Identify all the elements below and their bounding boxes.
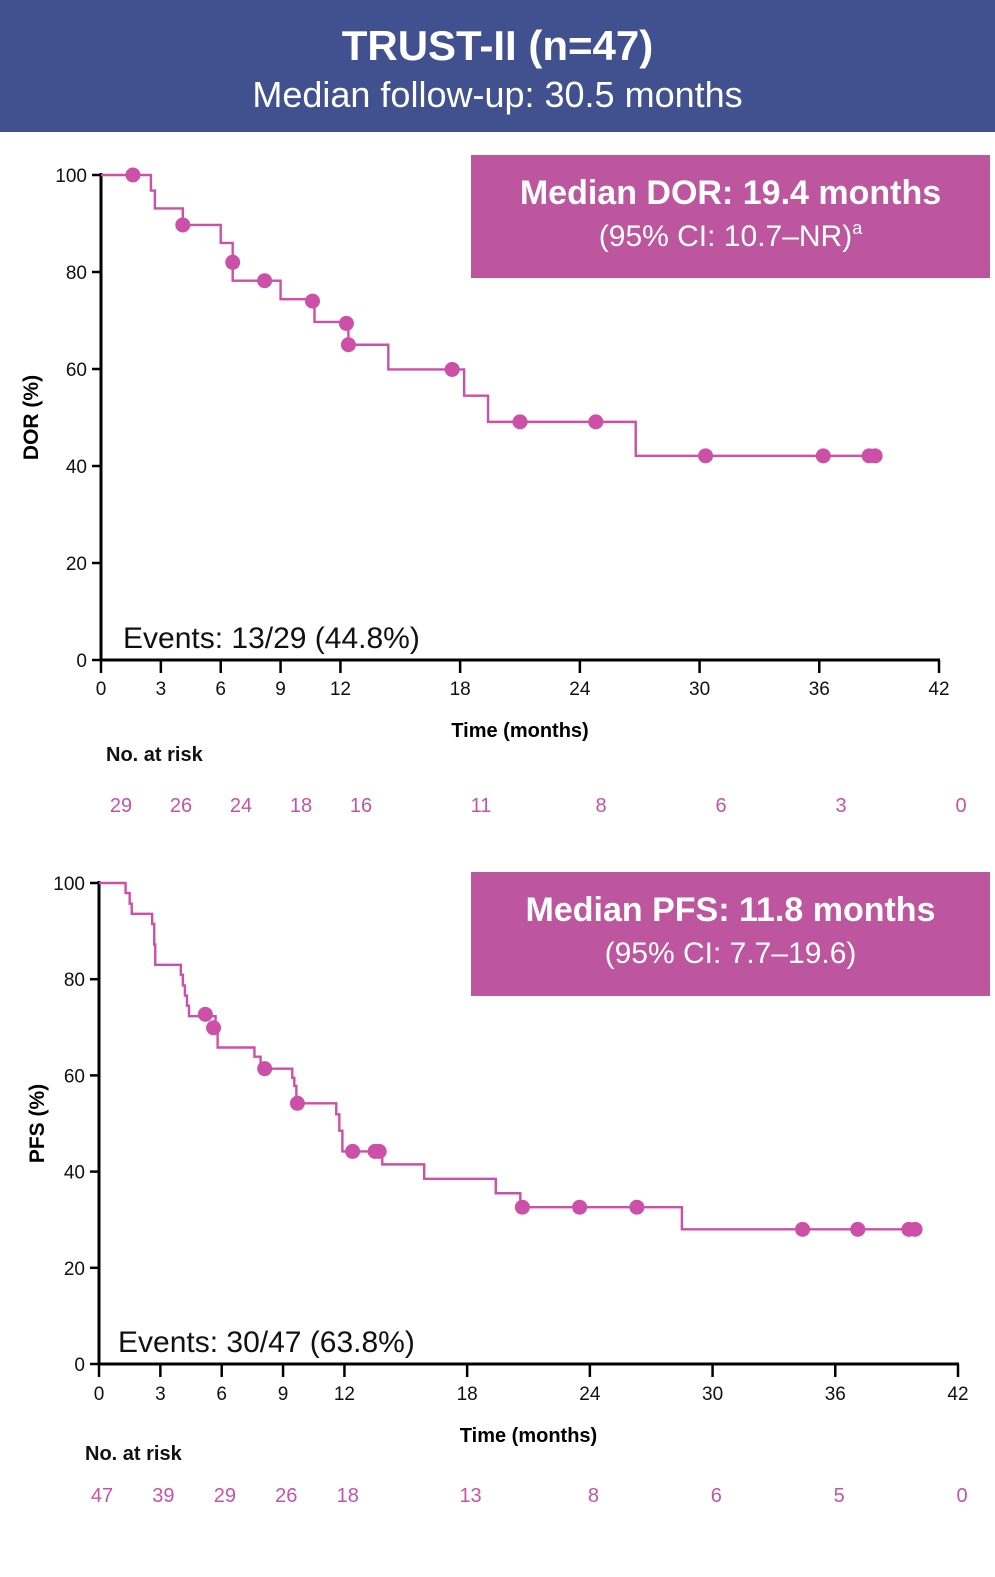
pfs-censor-mark bbox=[289, 1095, 305, 1111]
pfs-censor-mark bbox=[572, 1199, 588, 1215]
dor-x-tick-label: 18 bbox=[450, 679, 471, 700]
dor-y-tick-label: 100 bbox=[55, 166, 87, 187]
pfs-risk-count: 26 bbox=[275, 1485, 297, 1507]
dor-censor-mark bbox=[340, 337, 356, 353]
dor-y-tick-label: 60 bbox=[66, 360, 87, 381]
dor-x-tick-label: 30 bbox=[689, 679, 710, 700]
dor-censor-mark bbox=[257, 273, 273, 289]
pfs-y-tick-label: 0 bbox=[74, 1355, 85, 1376]
study-header: TRUST-II (n=47) Median follow-up: 30.5 m… bbox=[0, 0, 995, 132]
pfs-x-tick-label: 6 bbox=[216, 1384, 227, 1405]
dor-censor-mark bbox=[444, 361, 460, 377]
pfs-censor-mark bbox=[371, 1143, 387, 1159]
dor-risk-count: 0 bbox=[955, 795, 966, 817]
dor-events-annotation: Events: 13/29 (44.8%) bbox=[123, 622, 420, 655]
pfs-x-tick-label: 9 bbox=[278, 1384, 289, 1405]
pfs-censor-mark bbox=[197, 1006, 213, 1022]
median-dor-box: Median DOR: 19.4 months (95% CI: 10.7–NR… bbox=[471, 155, 990, 278]
dor-risk-count: 16 bbox=[350, 795, 372, 817]
pfs-censor-mark bbox=[345, 1143, 361, 1159]
pfs-x-tick-label: 12 bbox=[334, 1384, 355, 1405]
dor-y-axis-label: DOR (%) bbox=[20, 375, 43, 460]
pfs-y-tick-label: 80 bbox=[64, 970, 85, 991]
median-dor-title: Median DOR: 19.4 months bbox=[519, 174, 942, 212]
median-pfs-title: Median PFS: 11.8 months bbox=[525, 891, 936, 929]
pfs-risk-count: 8 bbox=[588, 1485, 599, 1507]
median-dor-ci: (95% CI: 10.7–NR) bbox=[598, 220, 853, 253]
pfs-risk-count: 5 bbox=[834, 1485, 845, 1507]
dor-risk-count: 11 bbox=[471, 795, 492, 817]
dor-y-tick-label: 40 bbox=[66, 457, 87, 478]
dor-risk-count: 6 bbox=[715, 795, 726, 817]
pfs-censor-mark bbox=[514, 1199, 530, 1215]
dor-risk-table-label: No. at risk bbox=[106, 744, 204, 766]
pfs-risk-count: 13 bbox=[459, 1485, 481, 1507]
dor-x-tick-label: 6 bbox=[215, 679, 226, 700]
pfs-x-tick-label: 24 bbox=[579, 1384, 601, 1405]
pfs-y-tick-label: 40 bbox=[64, 1163, 85, 1184]
pfs-censor-mark bbox=[795, 1221, 811, 1237]
dor-y-tick-label: 80 bbox=[66, 263, 87, 284]
pfs-y-tick-label: 100 bbox=[53, 874, 85, 895]
dor-censor-mark bbox=[225, 254, 241, 270]
median-pfs-ci: (95% CI: 7.7–19.6) bbox=[604, 937, 857, 970]
dor-censor-mark bbox=[698, 448, 714, 464]
dor-censor-mark bbox=[867, 448, 883, 464]
dor-x-tick-label: 3 bbox=[156, 679, 167, 700]
dor-censor-mark bbox=[588, 414, 604, 430]
dor-y-tick-label: 0 bbox=[76, 651, 87, 672]
pfs-x-tick-label: 18 bbox=[457, 1384, 478, 1405]
pfs-survival-curve bbox=[99, 881, 918, 1231]
dor-censor-mark bbox=[125, 167, 141, 183]
dor-survival-curve bbox=[101, 173, 876, 458]
pfs-x-tick-label: 0 bbox=[94, 1384, 105, 1405]
dor-risk-count: 8 bbox=[595, 795, 606, 817]
dor-x-tick-label: 12 bbox=[330, 679, 351, 700]
pfs-risk-count: 0 bbox=[956, 1485, 967, 1507]
dor-x-tick-label: 36 bbox=[809, 679, 830, 700]
footnote-marker: a bbox=[852, 218, 863, 238]
pfs-events-annotation: Events: 30/47 (63.8%) bbox=[118, 1326, 415, 1359]
dor-censor-mark bbox=[338, 315, 354, 331]
dor-risk-count: 3 bbox=[835, 795, 846, 817]
dor-censor-mark bbox=[175, 217, 191, 233]
dor-risk-count: 24 bbox=[230, 795, 252, 817]
dor-x-tick-label: 42 bbox=[928, 679, 949, 700]
dor-censor-mark bbox=[815, 448, 831, 464]
pfs-y-axis-label: PFS (%) bbox=[26, 1084, 49, 1163]
pfs-x-tick-label: 42 bbox=[947, 1384, 968, 1405]
pfs-x-tick-label: 36 bbox=[825, 1384, 846, 1405]
study-title: TRUST-II (n=47) bbox=[341, 22, 654, 69]
pfs-censor-mark bbox=[850, 1221, 866, 1237]
follow-up-subtitle: Median follow-up: 30.5 months bbox=[252, 74, 743, 115]
pfs-risk-count: 47 bbox=[91, 1485, 113, 1507]
pfs-risk-count: 29 bbox=[214, 1485, 236, 1507]
pfs-y-tick-label: 60 bbox=[64, 1066, 85, 1087]
median-pfs-box: Median PFS: 11.8 months (95% CI: 7.7–19.… bbox=[471, 872, 990, 996]
dor-x-tick-label: 24 bbox=[569, 679, 591, 700]
dor-x-tick-label: 9 bbox=[275, 679, 286, 700]
pfs-risk-count: 6 bbox=[711, 1485, 722, 1507]
pfs-x-tick-label: 30 bbox=[702, 1384, 723, 1405]
pfs-risk-count: 39 bbox=[152, 1485, 174, 1507]
pfs-censor-mark bbox=[206, 1020, 222, 1036]
pfs-x-tick-label: 3 bbox=[155, 1384, 166, 1405]
dor-censor-mark bbox=[304, 293, 320, 309]
pfs-y-tick-label: 20 bbox=[64, 1259, 85, 1280]
dor-x-axis-label: Time (months) bbox=[451, 720, 588, 742]
dor-risk-count: 29 bbox=[110, 795, 132, 817]
dor-y-tick-label: 20 bbox=[66, 554, 87, 575]
pfs-risk-count: 18 bbox=[337, 1485, 359, 1507]
pfs-censor-mark bbox=[257, 1061, 273, 1077]
pfs-censor-mark bbox=[907, 1221, 923, 1237]
pfs-risk-table-label: No. at risk bbox=[85, 1443, 183, 1465]
pfs-censor-mark bbox=[629, 1199, 645, 1215]
dor-risk-count: 26 bbox=[170, 795, 192, 817]
dor-x-tick-label: 0 bbox=[96, 679, 107, 700]
pfs-x-axis-label: Time (months) bbox=[460, 1425, 597, 1447]
dor-censor-mark bbox=[512, 414, 528, 430]
dor-risk-count: 18 bbox=[290, 795, 312, 817]
